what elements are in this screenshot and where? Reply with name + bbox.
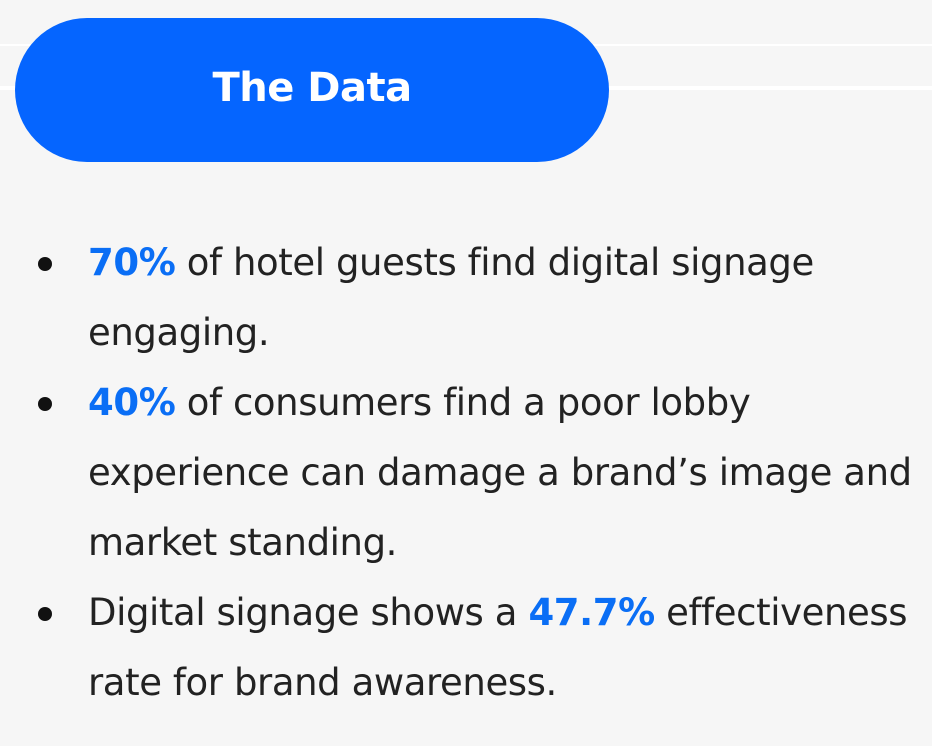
bullet-icon bbox=[38, 397, 52, 411]
stat-highlight: 70% bbox=[88, 241, 176, 284]
bullet-icon bbox=[38, 607, 52, 621]
item-text-before: Digital signage shows a bbox=[88, 591, 529, 634]
stat-highlight: 47.7% bbox=[528, 591, 655, 634]
item-text-after: of consumers find a poor lobby experienc… bbox=[88, 381, 912, 564]
section-header-pill: The Data bbox=[15, 18, 609, 162]
bullet-icon bbox=[38, 257, 52, 271]
stat-highlight: 40% bbox=[88, 381, 176, 424]
item-text-after: of hotel guests find digital signage eng… bbox=[88, 241, 814, 354]
item-text-after: effectiveness rate for brand awareness. bbox=[88, 591, 908, 704]
list-item: 70% of hotel guests find digital signage… bbox=[0, 228, 932, 368]
section-title: The Data bbox=[212, 65, 412, 111]
data-list: 70% of hotel guests find digital signage… bbox=[0, 228, 932, 718]
list-item: 40% of consumers find a poor lobby exper… bbox=[0, 368, 932, 578]
list-item: Digital signage shows a 47.7% effectiven… bbox=[0, 578, 932, 718]
